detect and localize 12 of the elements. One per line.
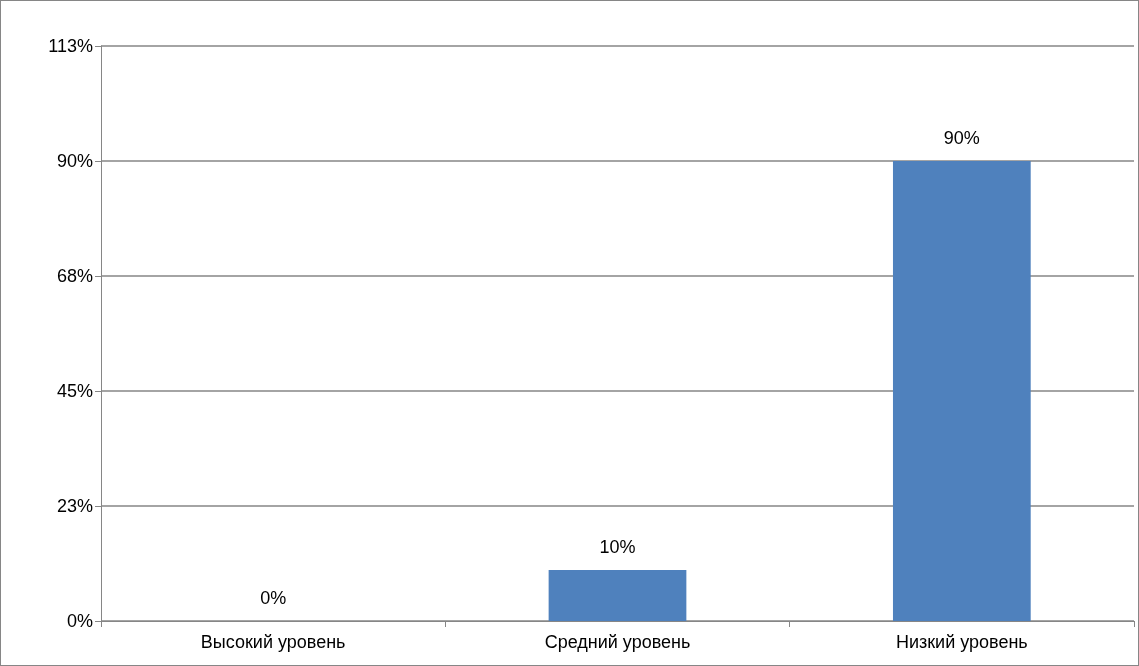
y-tick-label: 45%: [56, 381, 93, 401]
data-label: 0%: [260, 588, 287, 608]
y-tick-label: 23%: [56, 496, 93, 516]
data-label: 90%: [943, 128, 980, 148]
y-tick-label: 68%: [56, 266, 93, 286]
x-tick-label: Низкий уровень: [895, 632, 1028, 652]
y-tick-label: 90%: [56, 151, 93, 171]
x-tick-label: Высокий уровень: [200, 632, 346, 652]
data-label: 10%: [599, 536, 636, 557]
y-tick-label: 113%: [48, 36, 93, 56]
x-tick-label: Средний уровень: [544, 632, 691, 652]
y-tick-label: 0%: [66, 611, 93, 631]
